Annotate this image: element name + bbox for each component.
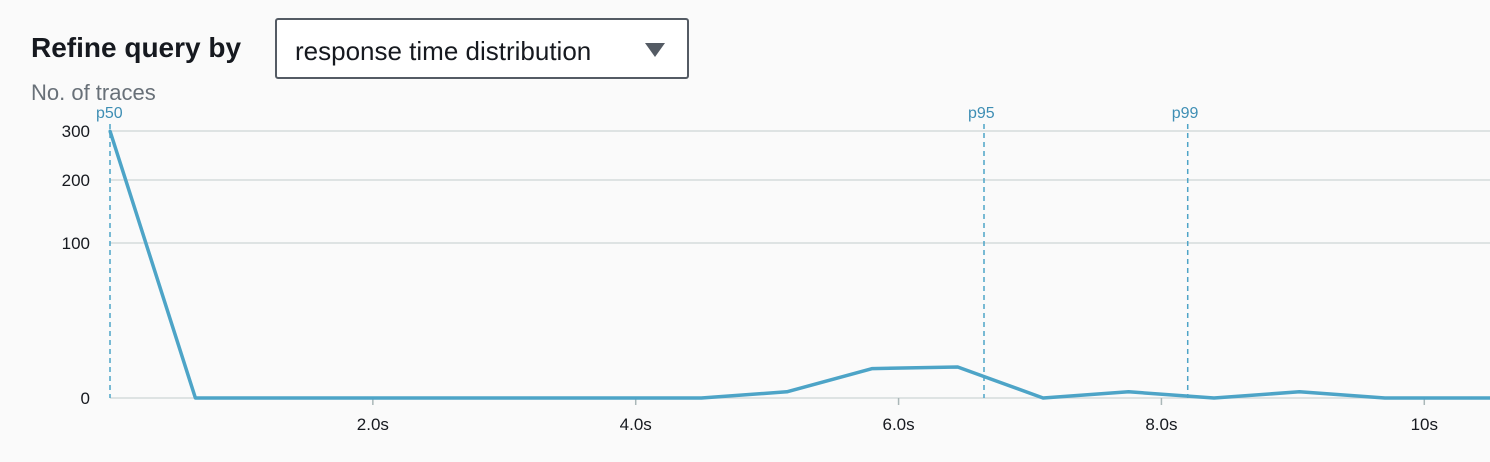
axis-layer: 0 100 200 300 2.0s 4.0s 6.0s 8.0s 10s <box>62 122 1438 434</box>
x-tick-label: 2.0s <box>357 415 389 434</box>
y-tick-label: 300 <box>62 122 90 141</box>
y-axis-title: No. of traces <box>31 80 156 105</box>
data-point <box>870 367 874 371</box>
data-point <box>614 396 618 400</box>
data-point <box>1297 390 1301 394</box>
y-tick-label: 0 <box>81 389 90 408</box>
query-header: Refine query by response time distributi… <box>0 0 1490 105</box>
data-point <box>193 396 197 400</box>
data-point <box>279 396 283 400</box>
x-tick-label: 4.0s <box>620 415 652 434</box>
data-point <box>450 396 454 400</box>
data-point <box>1041 396 1045 400</box>
y-tick-label: 200 <box>62 171 90 190</box>
series-layer <box>108 129 1490 400</box>
data-point <box>1383 396 1387 400</box>
data-point <box>108 129 112 133</box>
caret-down-icon <box>645 43 665 57</box>
percentile-label-p99: p99 <box>1172 105 1199 122</box>
refine-query-select[interactable]: response time distribution <box>275 18 689 79</box>
data-point <box>699 396 703 400</box>
percentile-label-p50: p50 <box>96 105 123 122</box>
data-point <box>529 396 533 400</box>
data-point <box>364 396 368 400</box>
data-point <box>1468 396 1472 400</box>
select-value: response time distribution <box>295 36 592 66</box>
data-point <box>1212 396 1216 400</box>
data-point <box>1127 390 1131 394</box>
series-line <box>108 130 1490 400</box>
y-tick-label: 100 <box>62 234 90 253</box>
grid-layer <box>110 130 1490 399</box>
percentile-layer: p50 p95 p99 <box>96 105 1199 398</box>
x-tick-label: 6.0s <box>883 415 915 434</box>
data-point <box>956 365 960 369</box>
x-tick-label: 10s <box>1411 415 1438 434</box>
refine-query-label: Refine query by <box>31 32 242 63</box>
x-tick-label: 8.0s <box>1145 415 1177 434</box>
data-point <box>785 390 789 394</box>
percentile-label-p95: p95 <box>968 105 995 122</box>
